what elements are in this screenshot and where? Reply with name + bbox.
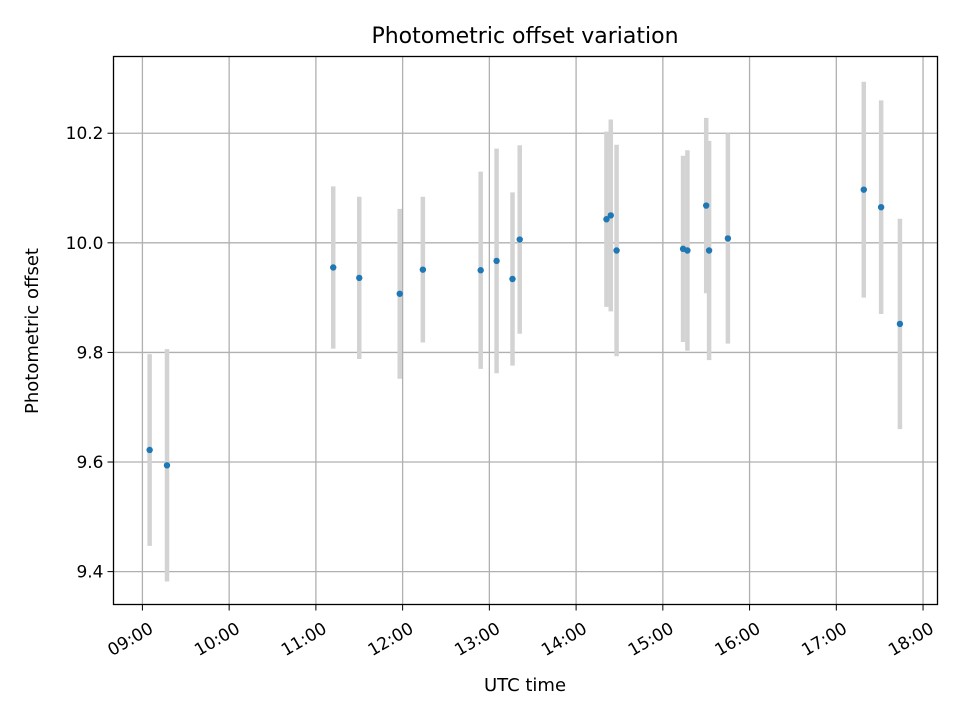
- y-tick-label: 9.8: [76, 343, 103, 363]
- data-point: [896, 320, 904, 328]
- data-point: [146, 446, 153, 454]
- data-point: [603, 216, 610, 223]
- data-point: [877, 204, 885, 211]
- grid: [113, 56, 938, 605]
- data-point: [477, 267, 484, 274]
- y-tick-label: 10.2: [66, 124, 104, 144]
- data-point: [607, 212, 614, 219]
- data-point: [330, 264, 337, 271]
- y-axis: 9.4 9.6 9.8 10.0 10.2: [66, 124, 114, 583]
- data-point: [613, 247, 620, 254]
- data-point: [705, 247, 713, 254]
- markers: [146, 186, 904, 469]
- data-point: [163, 462, 171, 469]
- data-point: [493, 257, 500, 265]
- y-axis-label: Photometric offset: [22, 248, 43, 414]
- x-axis-label: UTC time: [484, 675, 566, 696]
- data-point: [356, 274, 363, 282]
- y-tick-label: 10.0: [66, 234, 104, 254]
- plot-frame: [112, 55, 939, 606]
- data-point: [396, 290, 403, 297]
- data-point: [684, 247, 691, 254]
- y-tick-label: 9.6: [76, 453, 103, 473]
- data-point: [703, 202, 710, 209]
- chart-title: Photometric offset variation: [371, 24, 678, 49]
- data-point: [516, 236, 523, 243]
- y-tick-label: 9.4: [76, 563, 103, 583]
- data-point: [419, 266, 427, 273]
- data-point: [860, 186, 867, 193]
- data-point: [724, 235, 732, 242]
- data-point: [509, 275, 516, 283]
